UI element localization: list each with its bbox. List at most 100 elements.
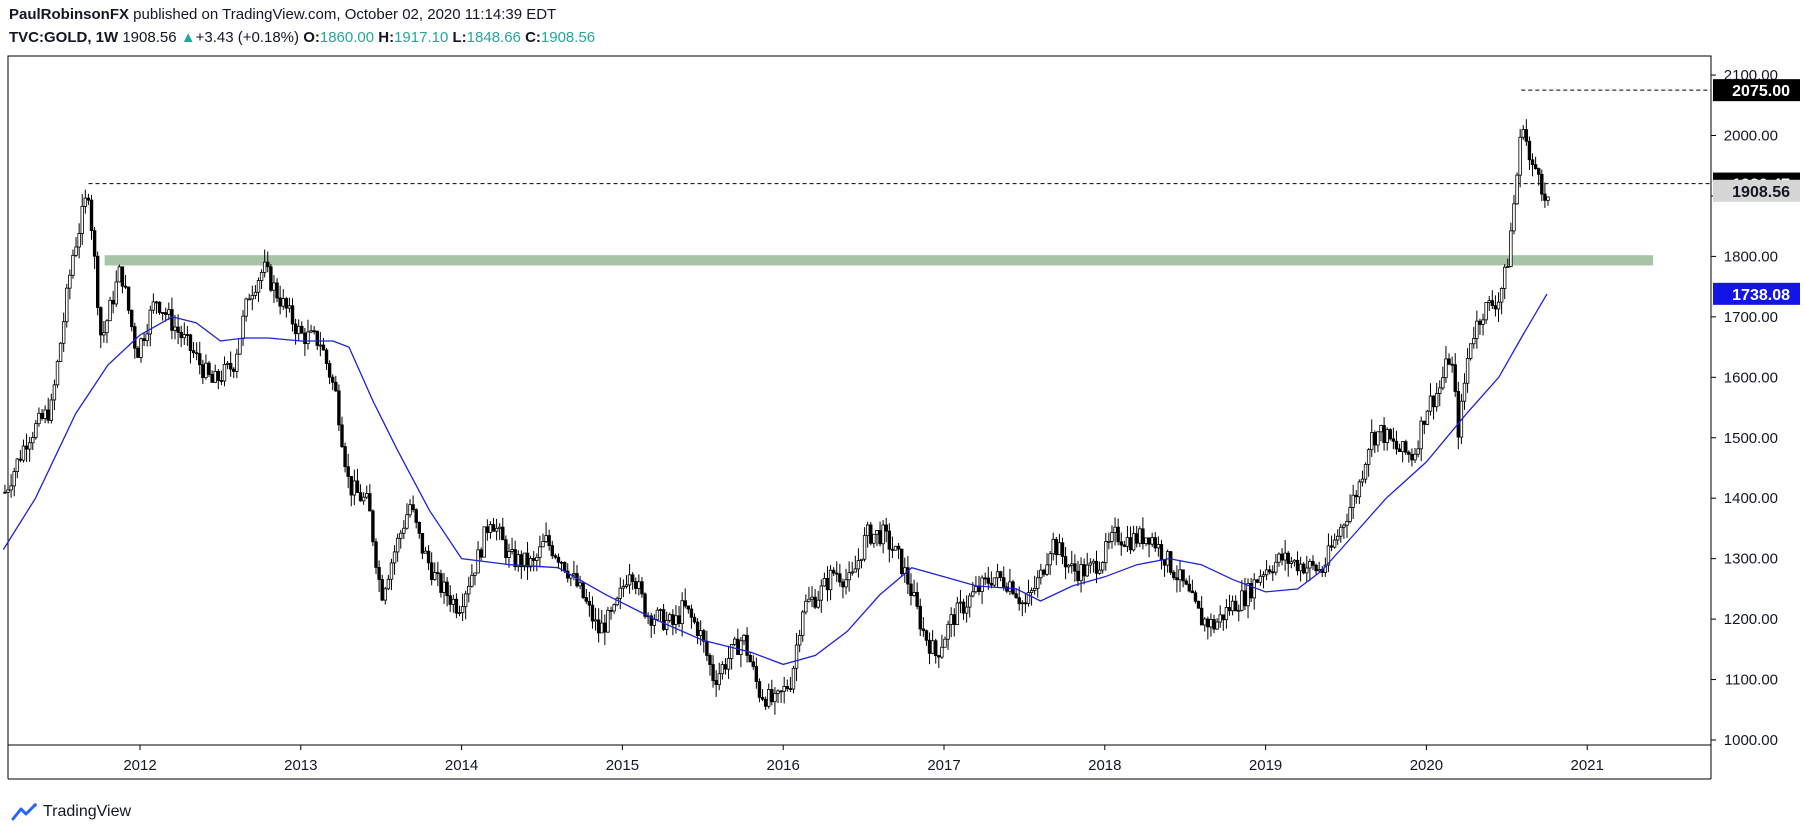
candle-38 <box>120 266 125 294</box>
candle-body <box>627 574 632 586</box>
candle-body <box>525 552 530 568</box>
candle-body <box>219 380 224 382</box>
candle-body <box>1329 545 1334 548</box>
candle-body <box>813 596 817 608</box>
candle-body <box>1162 559 1167 566</box>
candle-body <box>1048 553 1052 566</box>
candle-body <box>433 572 437 581</box>
candle-68 <box>213 364 217 383</box>
time-axis[interactable]: 2012 2013 2014 2015 2016 2017 2018 2019 2020 2021 <box>123 745 1604 774</box>
candle-278 <box>862 527 867 562</box>
candle-body <box>1082 564 1086 577</box>
candle-494 <box>1530 153 1535 177</box>
candle-80 <box>250 285 255 311</box>
high-label: H: <box>378 29 395 46</box>
candle-397 <box>1230 595 1235 616</box>
candle-339 <box>1051 532 1055 561</box>
candle-body <box>1091 560 1096 564</box>
candle-67 <box>210 370 214 383</box>
candle-body <box>337 390 341 426</box>
candle-body <box>1484 302 1488 321</box>
candle-body <box>334 381 338 392</box>
candle-99 <box>309 324 313 334</box>
candle-body <box>915 591 919 607</box>
candle-body <box>899 548 904 574</box>
x-tick-label: 2020 <box>1410 757 1443 774</box>
candle-195 <box>606 606 610 633</box>
candle-body <box>151 301 156 311</box>
candle-378 <box>1172 570 1176 581</box>
candle-body <box>581 582 585 598</box>
candle-273 <box>847 561 851 592</box>
candle-446 <box>1382 417 1386 451</box>
candle-body <box>1289 561 1294 564</box>
price-axis[interactable]: 1000.00 1100.00 1200.00 1300.00 1400.00 1500.… <box>1711 67 1778 749</box>
candle-95 <box>296 319 301 341</box>
candle-body <box>40 412 44 419</box>
candle-89 <box>278 285 282 315</box>
candle-408 <box>1264 560 1269 581</box>
candle-387 <box>1199 596 1204 626</box>
candle-296 <box>918 598 922 637</box>
candle-body <box>1008 581 1012 592</box>
candle-body <box>467 585 471 595</box>
candle-body <box>1094 560 1099 574</box>
candle-body <box>1017 597 1021 605</box>
y-tick-label: 1500.00 <box>1724 430 1778 447</box>
candle-body <box>154 301 159 304</box>
candle-body <box>1097 569 1102 574</box>
candle-258 <box>801 609 805 642</box>
author-name[interactable]: PaulRobinsonFX <box>9 6 129 23</box>
candle-8 <box>27 436 32 462</box>
candle-72 <box>225 360 230 370</box>
candle-body <box>535 556 539 561</box>
candle-body <box>1110 532 1114 542</box>
candle-body <box>1119 541 1123 546</box>
y-tick-label: 1700.00 <box>1724 309 1778 326</box>
candle-225 <box>698 620 703 646</box>
candle-body <box>420 532 425 554</box>
candle-202 <box>627 563 632 594</box>
candle-body <box>442 581 446 593</box>
candle-body <box>875 530 879 535</box>
tradingview-logo[interactable]: TradingView <box>9 803 131 821</box>
candle-379 <box>1175 565 1179 593</box>
candle-body <box>1298 563 1303 572</box>
candle-221 <box>686 605 691 614</box>
candle-body <box>788 688 793 690</box>
candle-body <box>603 622 607 633</box>
candle-body <box>593 619 598 622</box>
candle-body <box>1249 583 1253 599</box>
candle-498 <box>1543 182 1547 208</box>
candle-body <box>167 309 171 315</box>
candle-body <box>705 640 709 656</box>
candle-290 <box>899 548 904 576</box>
candle-394 <box>1221 614 1225 631</box>
candle-body <box>321 344 326 351</box>
candle-92 <box>287 297 292 313</box>
candle-body <box>683 600 687 607</box>
candle-57 <box>179 325 183 348</box>
candle-body <box>1215 621 1219 630</box>
candle-161 <box>501 517 505 541</box>
candle-body <box>188 334 193 351</box>
candle-body <box>1465 358 1470 384</box>
candle-81 <box>253 285 258 300</box>
candle-255 <box>791 665 796 694</box>
candle-body <box>198 353 202 366</box>
candle-48 <box>151 293 156 314</box>
candle-34 <box>108 296 112 322</box>
candle-body <box>259 271 264 281</box>
candle-body <box>1434 393 1439 408</box>
candle-body <box>1100 562 1105 571</box>
candle-140 <box>436 561 440 587</box>
candle-320 <box>992 577 997 588</box>
candle-205 <box>637 574 641 596</box>
candle-11 <box>37 407 41 427</box>
candle-429 <box>1329 535 1334 552</box>
candle-395 <box>1224 599 1229 629</box>
candle-body <box>89 199 94 232</box>
candle-425 <box>1317 561 1321 573</box>
candle-465 <box>1441 366 1445 391</box>
